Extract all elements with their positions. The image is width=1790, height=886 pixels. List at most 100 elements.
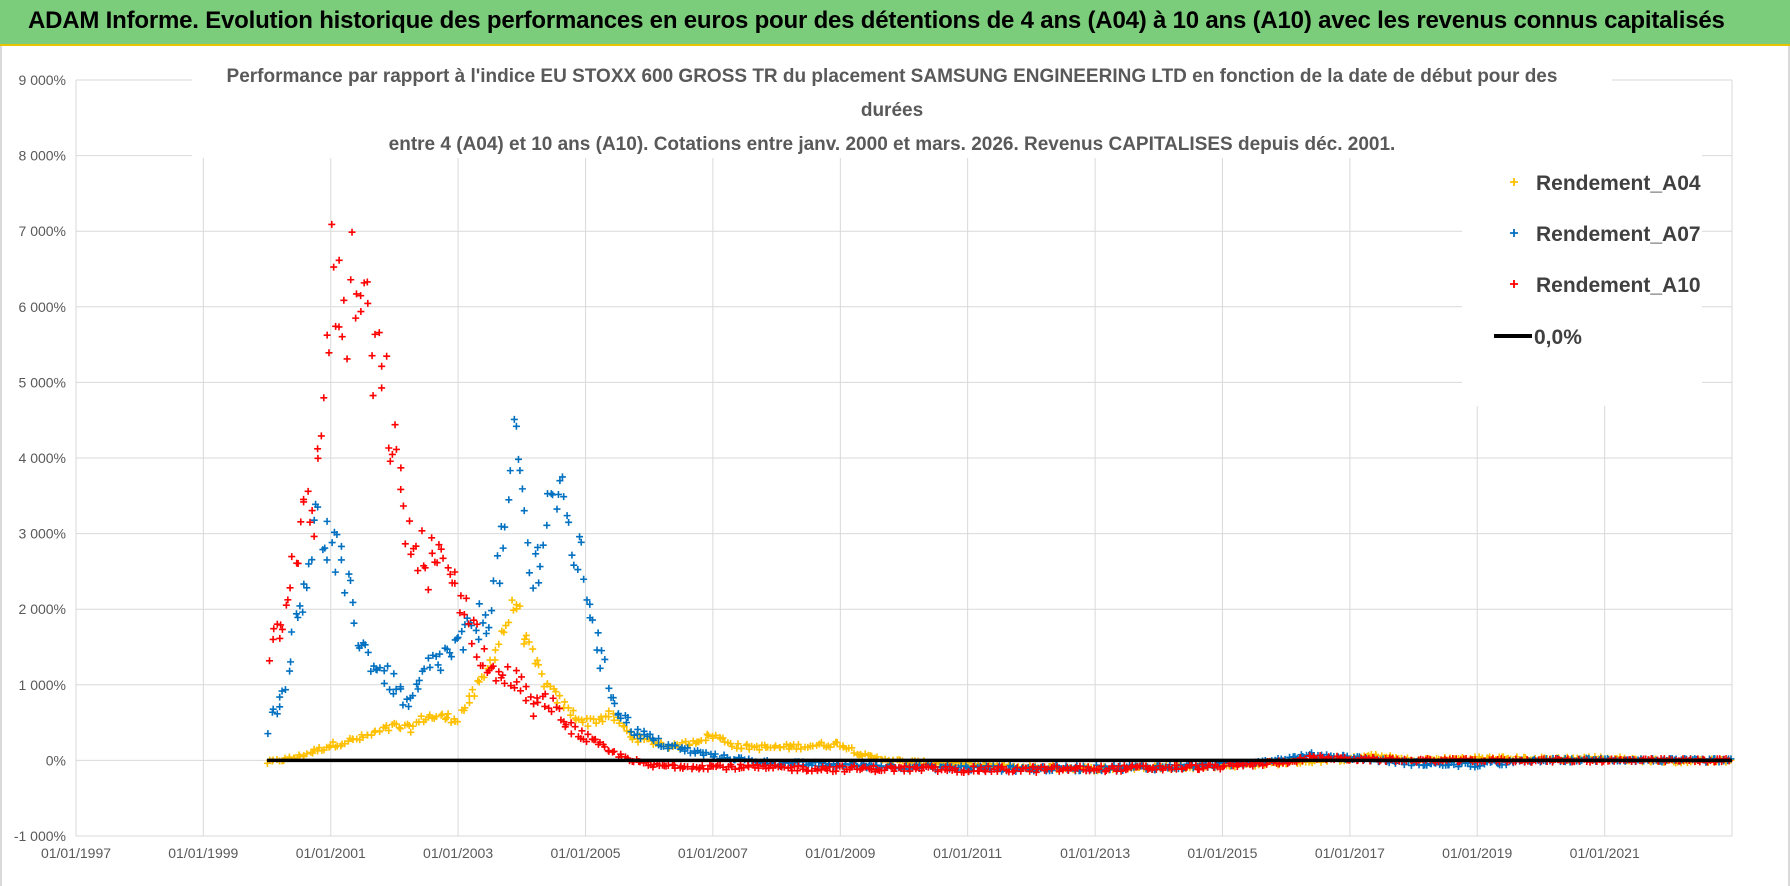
data-point: [671, 741, 679, 749]
data-point: [389, 690, 397, 698]
data-point: [417, 712, 425, 720]
data-point: [517, 673, 525, 681]
data-point: [350, 619, 358, 627]
data-point: [308, 507, 316, 515]
data-point: [755, 746, 763, 754]
data-point: [405, 703, 413, 711]
data-point: [433, 559, 441, 567]
data-point: [406, 517, 414, 525]
data-point: [391, 421, 399, 429]
data-point: [348, 228, 356, 236]
data-point: [276, 703, 284, 711]
data-point: [310, 516, 318, 524]
data-point: [403, 695, 411, 703]
data-point: [415, 676, 423, 684]
data-point: [264, 730, 272, 738]
data-point: [409, 722, 417, 730]
data-point: [507, 682, 515, 690]
data-point: [906, 767, 914, 775]
data-point: [960, 768, 968, 776]
data-point: [867, 766, 875, 774]
data-point: [331, 568, 339, 576]
report-banner: ADAM Informe. Evolution historique des p…: [0, 0, 1790, 46]
data-point: [839, 742, 847, 750]
data-point: [294, 559, 302, 567]
data-point: [496, 579, 504, 587]
data-point: [610, 747, 618, 755]
data-point: [753, 742, 761, 750]
data-point: [543, 521, 551, 529]
data-point: [364, 299, 372, 307]
y-axis-ticks: -1 000% 0% 1 000% 2 000% 3 000% 4 000% 5 000% 6…: [14, 72, 66, 844]
data-point: [482, 629, 490, 637]
data-point: [328, 539, 336, 547]
data-point: [461, 704, 469, 712]
data-point: [286, 584, 294, 592]
data-point: [352, 290, 360, 298]
data-point: [454, 633, 462, 641]
data-point: [870, 762, 878, 770]
data-point: [385, 444, 393, 452]
data-point: [269, 635, 277, 643]
data-point: [1022, 764, 1030, 772]
data-point: [931, 763, 939, 771]
report-title: ADAM Informe. Evolution historique des p…: [28, 7, 1725, 34]
data-point: [577, 538, 585, 546]
data-point: [605, 707, 613, 715]
data-point: [413, 680, 421, 688]
data-point: [288, 628, 296, 636]
data-point: [545, 704, 553, 712]
data-point: [574, 566, 582, 574]
data-point: [833, 738, 841, 746]
data-point: [384, 662, 392, 670]
data-point: [858, 765, 866, 773]
data-point: [368, 352, 376, 360]
data-point: [609, 694, 617, 702]
data-point: [409, 692, 417, 700]
legend-label: Rendement_A07: [1536, 223, 1701, 246]
data-point: [627, 728, 635, 736]
data-point: [569, 707, 577, 715]
y-tick-label: 9 000%: [19, 72, 66, 88]
data-point: [385, 727, 393, 734]
data-point: [539, 541, 547, 549]
data-point: [407, 550, 415, 558]
data-point: [495, 640, 503, 648]
data-point: [564, 704, 572, 712]
data-point: [598, 647, 606, 655]
data-point: [512, 422, 520, 430]
data-point: [456, 609, 464, 617]
data-point: [1086, 767, 1094, 775]
data-point: [300, 580, 308, 588]
data-point: [776, 744, 784, 752]
data-point: [728, 742, 736, 750]
data-point: [534, 543, 542, 551]
data-point: [549, 491, 557, 499]
data-point: [522, 697, 530, 705]
data-point: [340, 296, 348, 304]
data-point: [1128, 761, 1136, 769]
data-point: [491, 656, 499, 664]
data-point: [443, 645, 451, 653]
data-point: [517, 687, 525, 695]
data-point: [287, 658, 295, 666]
data-point: [636, 735, 644, 743]
data-point: [583, 738, 591, 746]
data-point: [861, 750, 869, 758]
data-point: [364, 648, 372, 656]
data-point: [536, 563, 544, 571]
data-point: [534, 698, 542, 706]
data-point: [1115, 762, 1122, 770]
data-point: [508, 596, 516, 604]
data-point: [897, 764, 905, 772]
data-point: [737, 744, 745, 752]
data-point: [521, 635, 529, 643]
data-point: [266, 657, 273, 665]
x-tick-label: 01/01/2013: [1060, 845, 1130, 861]
data-point: [378, 384, 386, 392]
x-tick-label: 01/01/2009: [805, 845, 875, 861]
chart-title-line: durées: [861, 100, 923, 121]
data-point: [794, 740, 802, 748]
data-point: [386, 457, 394, 465]
data-point: [327, 742, 335, 750]
